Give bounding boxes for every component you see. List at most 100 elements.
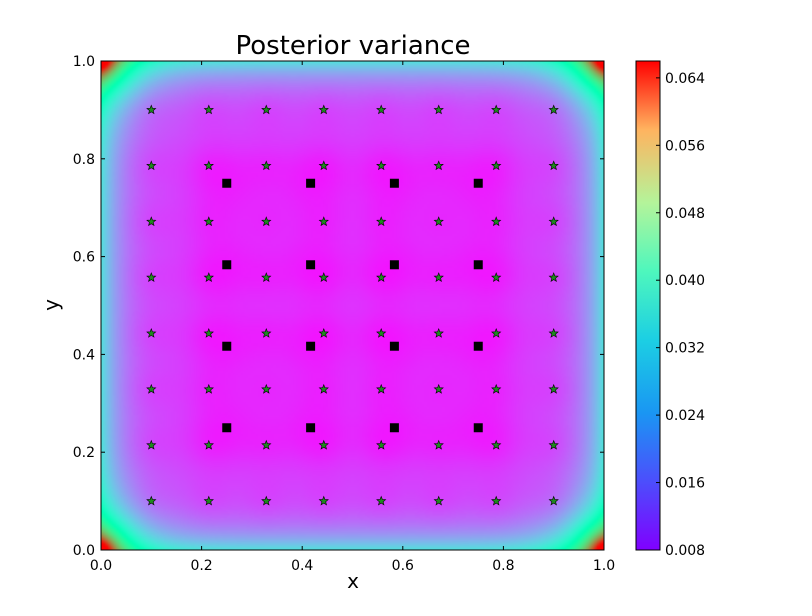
star-marker (318, 383, 329, 394)
square-marker (222, 341, 232, 351)
star-marker (491, 216, 502, 227)
star-marker (203, 328, 214, 338)
square-marker (389, 341, 399, 351)
star-marker (203, 495, 214, 506)
star-marker (548, 104, 559, 115)
colorbar-tick-label: 0.048 (665, 206, 705, 222)
square-marker (473, 423, 483, 433)
star-marker (548, 328, 559, 338)
star-marker (146, 383, 157, 394)
y-tick-label: 0.8 (73, 152, 95, 168)
star-marker (376, 272, 387, 282)
star-marker (548, 272, 559, 282)
star-marker (146, 439, 157, 450)
star-marker (433, 383, 444, 394)
star-marker (261, 495, 272, 506)
square-marker (306, 423, 316, 433)
star-marker (146, 495, 157, 506)
star-marker (203, 216, 214, 227)
x-tick-label: 0.6 (392, 558, 414, 574)
star-marker (203, 383, 214, 394)
star-marker (203, 160, 214, 171)
square-marker (306, 178, 316, 188)
star-marker (491, 328, 502, 338)
colorbar-tick-label: 0.016 (665, 476, 705, 492)
star-marker (203, 104, 214, 115)
star-marker (318, 104, 329, 115)
star-marker (318, 272, 329, 282)
star-marker (548, 160, 559, 171)
square-marker (306, 260, 316, 270)
star-marker (433, 272, 444, 282)
colorbar-tick-label: 0.008 (665, 543, 705, 559)
marker-layer (146, 104, 559, 506)
colorbar-tick-label: 0.040 (665, 273, 705, 289)
star-marker (433, 495, 444, 506)
x-axis-label: x (347, 569, 359, 593)
star-marker (433, 328, 444, 338)
star-marker (261, 104, 272, 115)
star-marker (491, 104, 502, 115)
star-marker (261, 383, 272, 394)
star-marker (376, 216, 387, 227)
star-marker (146, 160, 157, 171)
colorbar-tick-label: 0.024 (665, 408, 705, 424)
star-marker (433, 439, 444, 450)
star-marker (548, 216, 559, 227)
star-marker (491, 439, 502, 450)
y-tick-label: 1.0 (73, 54, 95, 70)
star-marker (491, 160, 502, 171)
star-marker (376, 495, 387, 506)
star-marker (491, 495, 502, 506)
star-marker (318, 495, 329, 506)
square-marker (473, 341, 483, 351)
star-marker (146, 272, 157, 282)
colorbar (635, 60, 661, 551)
star-marker (261, 160, 272, 171)
x-tick-label: 1.0 (593, 558, 615, 574)
square-marker (389, 423, 399, 433)
y-axis-label: y (39, 299, 63, 311)
star-marker (146, 104, 157, 115)
star-marker (318, 160, 329, 171)
x-axis: 0.0 0.2 0.4 0.6 0.8 1.0 (90, 61, 615, 574)
heatmap-image (101, 61, 604, 550)
square-marker (473, 178, 483, 188)
square-marker (473, 260, 483, 270)
star-marker (261, 216, 272, 227)
y-tick-label: 0.6 (73, 250, 95, 266)
colorbar-axis: 0.064 0.056 0.048 0.040 0.032 0.024 0.016 0.008 (656, 71, 705, 559)
star-marker (491, 383, 502, 394)
star-marker (376, 328, 387, 338)
star-marker (433, 160, 444, 171)
colorbar-tick-label: 0.064 (665, 71, 705, 87)
star-marker (261, 328, 272, 338)
star-marker (376, 104, 387, 115)
square-marker (222, 423, 232, 433)
x-tick-label: 0.2 (190, 558, 212, 574)
star-marker (491, 272, 502, 282)
star-marker (261, 272, 272, 282)
star-marker (433, 216, 444, 227)
star-marker (146, 216, 157, 227)
star-marker (376, 383, 387, 394)
star-marker (146, 328, 157, 338)
star-marker (376, 439, 387, 450)
y-tick-label: 0.0 (73, 543, 95, 559)
star-marker (203, 439, 214, 450)
star-marker (261, 439, 272, 450)
star-marker (318, 328, 329, 338)
y-tick-label: 0.4 (73, 347, 95, 363)
square-marker (389, 260, 399, 270)
star-marker (203, 272, 214, 282)
star-marker (318, 216, 329, 227)
square-marker (222, 178, 232, 188)
square-marker (306, 341, 316, 351)
star-marker (548, 495, 559, 506)
chart-title: Posterior variance (235, 31, 470, 61)
y-tick-label: 0.2 (73, 445, 95, 461)
colorbar-tick-label: 0.032 (665, 341, 705, 357)
x-tick-label: 0.0 (90, 558, 112, 574)
